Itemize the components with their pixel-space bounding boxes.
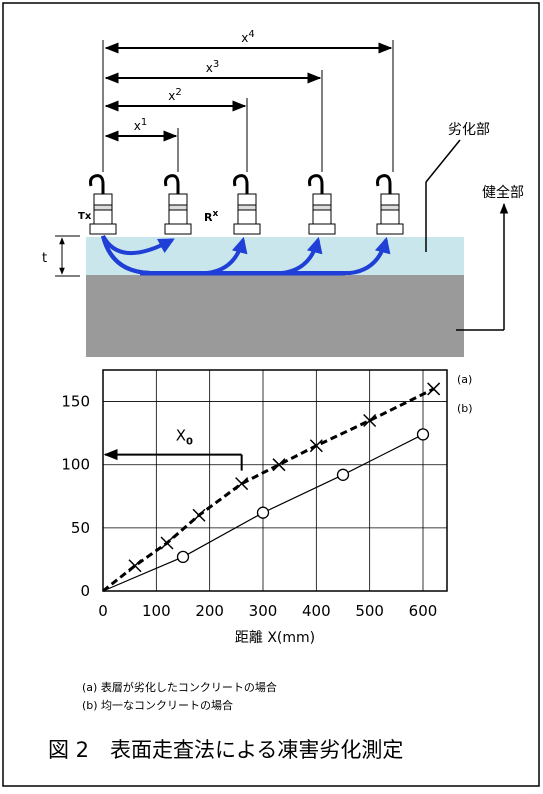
- marker: [256, 506, 270, 519]
- transducer-band: [380, 204, 400, 211]
- marker: [309, 439, 323, 453]
- dimension-text: x: [134, 119, 141, 133]
- leader: [425, 139, 461, 183]
- transducer-base: [308, 223, 336, 235]
- tx-label: Tx: [78, 211, 92, 222]
- y-tick-label: 100: [61, 456, 90, 474]
- x-tick-label: 500: [355, 602, 384, 620]
- caption: 図 2 表面走査法による凍害劣化測定: [48, 738, 403, 762]
- dimension-label: x4: [241, 29, 254, 45]
- x-tick-label: 0: [98, 602, 108, 620]
- transducer-band: [237, 204, 257, 211]
- chart: 0 100 200 300 400 500 600 0 50 100 150 距離 X(mm) (a) (…: [61, 369, 473, 646]
- series-name: (b): [457, 402, 473, 415]
- marker: [160, 536, 174, 550]
- x-tick-label: 200: [195, 602, 224, 620]
- x-axis-label: 距離 X(mm): [235, 629, 315, 646]
- marker: [336, 468, 350, 481]
- degraded-layer: [86, 237, 464, 275]
- marker: [176, 550, 190, 564]
- transducer-band: [93, 204, 113, 211]
- dimension-label: x1: [134, 117, 147, 133]
- dimension-text: x: [206, 61, 213, 75]
- note: (a) 表層が劣化したコンクリートの場合: [82, 680, 277, 694]
- transducer-band: [168, 204, 188, 211]
- marker: [235, 477, 249, 491]
- note: (b) 均一なコンクリートの場合: [82, 698, 233, 712]
- x-tick-label: 100: [142, 602, 171, 620]
- transducer-band: [312, 204, 332, 211]
- degraded-label: 劣化部: [448, 122, 490, 138]
- cable: [376, 174, 392, 194]
- cable: [164, 174, 180, 194]
- marker: [272, 458, 286, 472]
- dimension-label: x2: [168, 87, 181, 103]
- x-tick-label: 600: [409, 602, 438, 620]
- dimension-sup: 1: [141, 117, 147, 128]
- dimension-text: x: [241, 31, 248, 45]
- transducer-base: [376, 223, 404, 235]
- transducer-base: [233, 223, 261, 235]
- marker: [128, 559, 142, 573]
- cable: [233, 174, 249, 194]
- marker: [363, 413, 377, 428]
- transducer-base: [89, 223, 117, 235]
- dimension-sup: 2: [175, 87, 181, 98]
- y-tick-label: 150: [61, 393, 90, 411]
- frame: [2, 2, 540, 787]
- y-tick-label: 0: [80, 582, 90, 600]
- dimension-label: x3: [206, 59, 219, 75]
- rx-label: Rx: [204, 209, 218, 224]
- plot-area: [102, 369, 448, 592]
- t-label: t: [42, 251, 47, 266]
- x-tick-label: 300: [249, 602, 278, 620]
- dimension-sup: 3: [213, 59, 219, 70]
- sound-concrete: [86, 275, 464, 357]
- series-name: (a): [457, 373, 472, 386]
- rx-sup: x: [212, 209, 218, 219]
- cable: [89, 174, 105, 194]
- rx-text: R: [204, 211, 213, 224]
- annotation: X0: [176, 427, 193, 448]
- marker: [427, 382, 441, 396]
- x-tick-label: 400: [302, 602, 331, 620]
- marker: [192, 508, 206, 522]
- dimension-text: x: [168, 89, 175, 103]
- dimension-sup: 4: [248, 29, 254, 40]
- annotation-text: X: [176, 427, 186, 445]
- series-line: [102, 387, 435, 593]
- transducer-base: [164, 223, 192, 235]
- y-tick-label: 50: [71, 519, 90, 537]
- cable: [308, 174, 324, 194]
- annotation-sub: 0: [186, 437, 193, 448]
- sound-label: 健全部: [482, 184, 524, 201]
- marker: [416, 428, 430, 441]
